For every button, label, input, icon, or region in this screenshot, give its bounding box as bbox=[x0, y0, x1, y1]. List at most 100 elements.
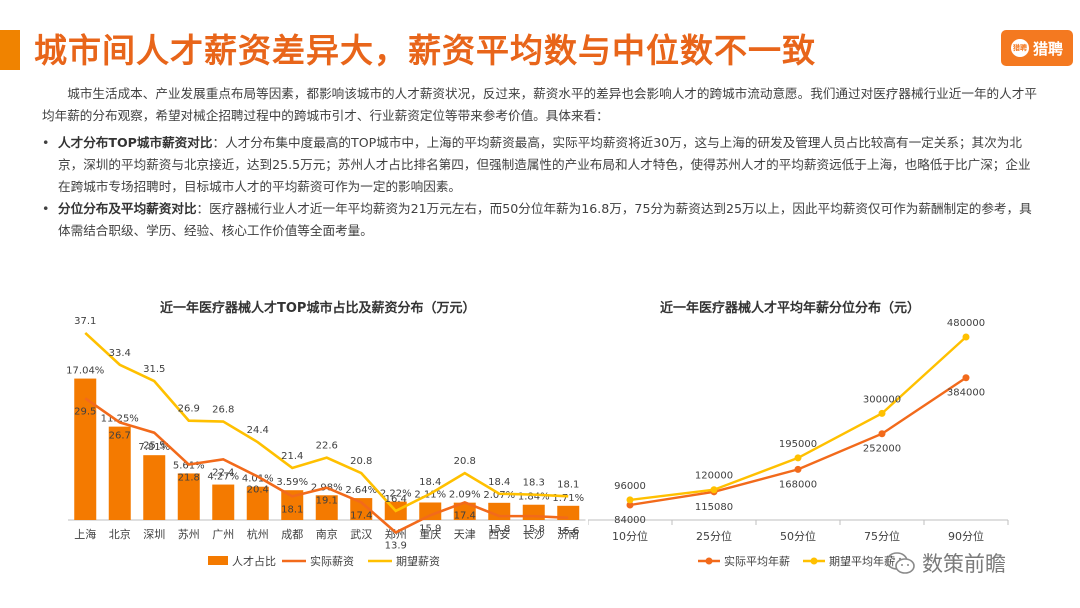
line-data-label: 19.1 bbox=[316, 496, 338, 507]
expected-annual-line bbox=[629, 336, 967, 502]
line-data-label: 26.8 bbox=[212, 405, 234, 416]
legend-actual-marker bbox=[705, 557, 713, 565]
bar-label: 2.22% bbox=[380, 489, 412, 500]
bullet-item: • 分位分布及平均薪资对比：医疗器械行业人才近一年平均薪资为21万元左右，而50… bbox=[42, 198, 1042, 242]
x-tick-label: 深圳 bbox=[143, 528, 165, 541]
line-data-label: 18.1 bbox=[557, 479, 579, 490]
line-point bbox=[962, 333, 970, 341]
x-tick-label: 北京 bbox=[109, 527, 131, 541]
line-point bbox=[794, 454, 802, 462]
x-tick-label: 广州 bbox=[212, 528, 234, 541]
bar-上海 bbox=[74, 378, 97, 520]
intro-paragraph: 城市生活成本、产业发展重点布局等因素，都影响该城市的人才薪资状况，反过来，薪资水… bbox=[42, 86, 1037, 123]
liepin-logo: 猎聘 猎聘 bbox=[1001, 30, 1073, 66]
watermark: 数策前瞻 bbox=[886, 548, 1006, 578]
line-data-label: 24.4 bbox=[247, 425, 269, 436]
line-data-label: 115080 bbox=[695, 502, 733, 513]
line-data-label: 300000 bbox=[863, 394, 901, 405]
logo-mark-icon: 猎聘 bbox=[1010, 39, 1029, 57]
line-data-label: 15.8 bbox=[523, 524, 545, 535]
line-data-label: 29.5 bbox=[74, 406, 96, 417]
legend-expected-marker bbox=[810, 557, 818, 565]
bar-label: 5.61% bbox=[173, 460, 205, 471]
line-data-label: 37.1 bbox=[74, 316, 96, 327]
percentile-salary-chart: 10分位 25分位 50分位 75分位 90分位 84000 115080 168000 252… bbox=[588, 318, 1009, 568]
x-tick-label: 成都 bbox=[281, 528, 303, 541]
line-point bbox=[710, 486, 718, 494]
bullet-list: • 人才分布TOP城市薪资对比：人才分布集中度最高的TOP城市中，上海的平均薪资… bbox=[42, 132, 1042, 242]
legend-expected-label: 期望平均年薪 bbox=[829, 554, 895, 568]
x-tick-label: 西安 bbox=[488, 527, 510, 541]
bullet-text: ：医疗器械行业人才近一年平均薪资为21万元左右，而50分位年薪为16.8万，75… bbox=[58, 201, 1032, 238]
line-data-label: 22.4 bbox=[212, 467, 234, 478]
line-point bbox=[626, 501, 634, 509]
city-chart-title: 近一年医疗器械人才TOP城市占比及薪资分布（万元） bbox=[160, 301, 476, 316]
wechat-icon bbox=[886, 552, 915, 574]
line-point bbox=[878, 430, 886, 438]
line-data-label: 17.4 bbox=[350, 510, 372, 521]
line-data-label: 18.1 bbox=[281, 504, 303, 515]
line-data-label: 13.9 bbox=[385, 540, 407, 551]
x-tick-label: 杭州 bbox=[247, 527, 269, 541]
bar-label: 1.84% bbox=[518, 492, 550, 503]
line-data-label: 20.8 bbox=[350, 456, 372, 467]
watermark-text: 数策前瞻 bbox=[922, 552, 1006, 576]
line-point bbox=[794, 465, 802, 473]
x-tick-label: 90分位 bbox=[948, 529, 984, 543]
line-data-label: 26.9 bbox=[178, 404, 200, 415]
actual-salary-line bbox=[84, 397, 569, 535]
bar-label: 11.25% bbox=[101, 414, 139, 425]
city-salary-chart: 17.04% 上海 11.25% 北京 7.81% 深圳 5.61% 苏州 4.27% 广州 4.0… bbox=[66, 316, 586, 568]
x-tick-label: 上海 bbox=[74, 527, 96, 541]
title-accent-bar bbox=[0, 30, 20, 70]
line-data-label: 195000 bbox=[779, 439, 817, 450]
line-data-label: 252000 bbox=[863, 444, 901, 455]
bullet-heading: 分位分布及平均薪资对比 bbox=[58, 201, 197, 216]
legend-expected-label: 期望薪资 bbox=[396, 555, 440, 568]
line-data-label: 18.3 bbox=[523, 478, 545, 489]
line-data-label: 18.4 bbox=[419, 477, 441, 488]
x-tick-label: 武汉 bbox=[350, 528, 372, 541]
line-data-label: 84000 bbox=[614, 515, 646, 526]
bullet-item: • 人才分布TOP城市薪资对比：人才分布集中度最高的TOP城市中，上海的平均薪资… bbox=[42, 132, 1042, 198]
bar-label: 2.07% bbox=[483, 490, 515, 501]
bar-label: 7.81% bbox=[138, 442, 170, 453]
bar-label: 3.59% bbox=[276, 477, 308, 488]
bar-天津 bbox=[453, 502, 476, 520]
bar-南京 bbox=[315, 495, 338, 520]
line-data-label: 16.4 bbox=[385, 494, 407, 505]
line-data-label: 22.6 bbox=[316, 441, 338, 452]
bullet-dot: • bbox=[42, 135, 50, 150]
line-data-label: 20.8 bbox=[454, 456, 476, 467]
legend-actual-label: 实际薪资 bbox=[310, 554, 354, 568]
line-data-label: 168000 bbox=[779, 479, 817, 490]
line-point bbox=[962, 374, 970, 382]
bar-label: 4.01% bbox=[242, 474, 274, 485]
x-tick-label: 南京 bbox=[316, 527, 338, 541]
bar-label: 17.04% bbox=[66, 366, 104, 377]
line-data-label: 96000 bbox=[614, 481, 646, 492]
line-data-label: 33.4 bbox=[109, 348, 131, 359]
line-data-label: 384000 bbox=[947, 388, 985, 399]
line-data-label: 26.7 bbox=[109, 430, 131, 441]
x-tick-label: 天津 bbox=[454, 528, 476, 541]
bar-苏州 bbox=[177, 473, 200, 520]
logo-text: 猎聘 bbox=[1032, 39, 1063, 58]
bullet-text: ：人才分布集中度最高的TOP城市中，上海的平均薪资最高，实际平均薪资将近30万，… bbox=[58, 135, 1031, 194]
x-tick-label: 50分位 bbox=[780, 529, 816, 543]
line-data-label: 18.4 bbox=[488, 477, 510, 488]
page-title: 城市间人才薪资差异大，薪资平均数与中位数不一致 bbox=[34, 31, 816, 70]
line-data-label: 21.4 bbox=[281, 451, 303, 462]
bar-西安 bbox=[488, 502, 511, 520]
line-data-label: 25.5 bbox=[143, 441, 165, 452]
line-data-label: 15.8 bbox=[488, 524, 510, 535]
bar-成都 bbox=[281, 490, 304, 520]
line-data-label: 21.8 bbox=[178, 473, 200, 484]
x-tick-label: 75分位 bbox=[864, 529, 900, 543]
line-point bbox=[878, 409, 886, 417]
bullet-heading: 人才分布TOP城市薪资对比 bbox=[58, 135, 213, 150]
legend-actual-label: 实际平均年薪 bbox=[724, 554, 790, 568]
legend-bar-label: 人才占比 bbox=[232, 554, 276, 568]
line-data-label: 17.4 bbox=[454, 510, 476, 521]
x-tick-label: 25分位 bbox=[696, 529, 732, 543]
